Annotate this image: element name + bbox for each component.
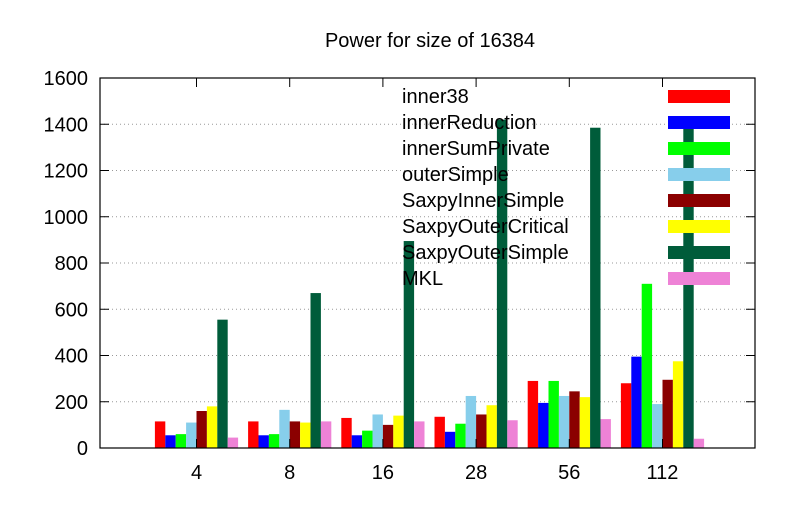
bar-innerSumPrivate-16	[362, 430, 373, 448]
legend-swatch-innerReduction	[668, 116, 730, 129]
bar-inner38-4	[154, 421, 166, 448]
legend-swatch-SaxpyOuterSimple	[668, 246, 730, 259]
bar-SaxpyInnerSimple-28	[476, 414, 487, 448]
bar-outerSimple-56	[558, 395, 570, 448]
bar-innerReduction-4	[165, 435, 176, 448]
y-tick-label: 1200	[44, 161, 89, 183]
bar-SaxpyInnerSimple-112	[662, 379, 673, 448]
bar-SaxpyInnerSimple-4	[196, 411, 207, 448]
y-tick-label: 1400	[44, 114, 89, 136]
bar-SaxpyOuterCritical-28	[486, 405, 497, 448]
x-tick-label: 4	[191, 462, 202, 484]
y-tick-label: 400	[55, 346, 88, 368]
y-tick-label: 800	[55, 253, 88, 275]
bar-innerSumPrivate-56	[548, 380, 559, 448]
y-tick-label: 1600	[44, 68, 89, 90]
legend: inner38 innerReduction innerSumPrivate oute…	[402, 86, 730, 290]
plot-frame	[99, 77, 756, 449]
bar-SaxpyOuterCritical-112	[672, 361, 684, 448]
legend-label-SaxpyOuterCritical: SaxpyOuterCritical	[402, 216, 569, 238]
bar-innerReduction-28	[444, 431, 456, 448]
legend-swatch-outerSimple	[668, 168, 730, 181]
x-tick-label: 56	[558, 462, 580, 484]
legend-swatch-MKL	[668, 272, 730, 285]
legend-label-SaxpyOuterSimple: SaxpyOuterSimple	[402, 242, 569, 264]
legend-swatch-SaxpyOuterCritical	[668, 220, 730, 233]
bar-MKL-4	[227, 437, 239, 448]
bar-outerSimple-112	[652, 404, 663, 448]
bar-SaxpyOuterSimple-4	[217, 319, 228, 448]
x-tick-label: 16	[372, 462, 394, 484]
y-tick-label: 200	[55, 392, 88, 414]
bar-inner38-112	[620, 383, 632, 448]
y-tick-label: 1000	[44, 207, 89, 229]
bar-SaxpyOuterCritical-16	[393, 415, 404, 448]
bar-innerReduction-56	[538, 402, 549, 448]
x-tick-label: 28	[465, 462, 487, 484]
y-tick-label: 0	[77, 438, 88, 460]
bar-inner38-56	[527, 380, 539, 448]
bar-SaxpyOuterSimple-16	[403, 241, 415, 448]
bar-MKL-8	[320, 421, 332, 448]
bar-SaxpyOuterCritical-56	[579, 397, 591, 448]
bar-outerSimple-4	[186, 422, 197, 448]
bar-SaxpyInnerSimple-56	[569, 391, 580, 448]
bar-SaxpyOuterCritical-8	[300, 422, 311, 448]
legend-label-inner38: inner38	[402, 86, 469, 108]
y-tick-label: 600	[55, 299, 88, 321]
bar-inner38-8	[248, 421, 259, 448]
bar-innerSumPrivate-8	[268, 434, 280, 448]
bar-SaxpyOuterCritical-4	[206, 406, 218, 448]
legend-label-SaxpyInnerSimple: SaxpyInnerSimple	[402, 190, 564, 212]
bar-MKL-56	[600, 419, 611, 448]
bar-outerSimple-8	[279, 409, 290, 448]
legend-swatch-inner38	[668, 90, 730, 103]
bar-MKL-112	[693, 438, 705, 448]
legend-swatch-SaxpyInnerSimple	[668, 194, 730, 207]
legend-swatch-innerSumPrivate	[668, 142, 730, 155]
legend-label-outerSimple: outerSimple	[402, 164, 509, 186]
legend-label-innerSumPrivate: innerSumPrivate	[402, 138, 550, 160]
bar-SaxpyOuterSimple-8	[310, 293, 321, 448]
bar-SaxpyInnerSimple-16	[382, 424, 394, 448]
bar-outerSimple-16	[372, 414, 383, 448]
bar-inner38-16	[341, 417, 352, 448]
x-tick-label: 8	[284, 462, 295, 484]
bar-innerReduction-8	[258, 435, 269, 448]
bar-innerReduction-112	[631, 356, 642, 448]
bar-SaxpyOuterSimple-56	[590, 127, 601, 448]
bar-SaxpyOuterSimple-112	[683, 128, 694, 448]
bar-SaxpyInnerSimple-8	[289, 421, 301, 448]
bars	[154, 119, 705, 448]
bar-SaxpyOuterSimple-28	[496, 119, 508, 448]
bar-innerReduction-16	[351, 435, 363, 448]
chart-title: Power for size of 16384	[325, 30, 535, 52]
bar-outerSimple-28	[465, 395, 477, 448]
bar-innerSumPrivate-112	[641, 283, 653, 448]
bar-MKL-16	[414, 421, 425, 448]
bar-innerSumPrivate-4	[175, 434, 187, 448]
bar-MKL-28	[507, 420, 518, 448]
legend-label-MKL: MKL	[402, 268, 443, 290]
legend-label-innerReduction: innerReduction	[402, 112, 537, 134]
bar-inner38-28	[434, 416, 445, 448]
x-tick-label: 112	[647, 462, 679, 484]
axes: 0 200 400 600 800 1000 1200 1400 1600 4 8 16 28 56 112	[44, 68, 756, 484]
bar-innerSumPrivate-28	[455, 423, 466, 448]
